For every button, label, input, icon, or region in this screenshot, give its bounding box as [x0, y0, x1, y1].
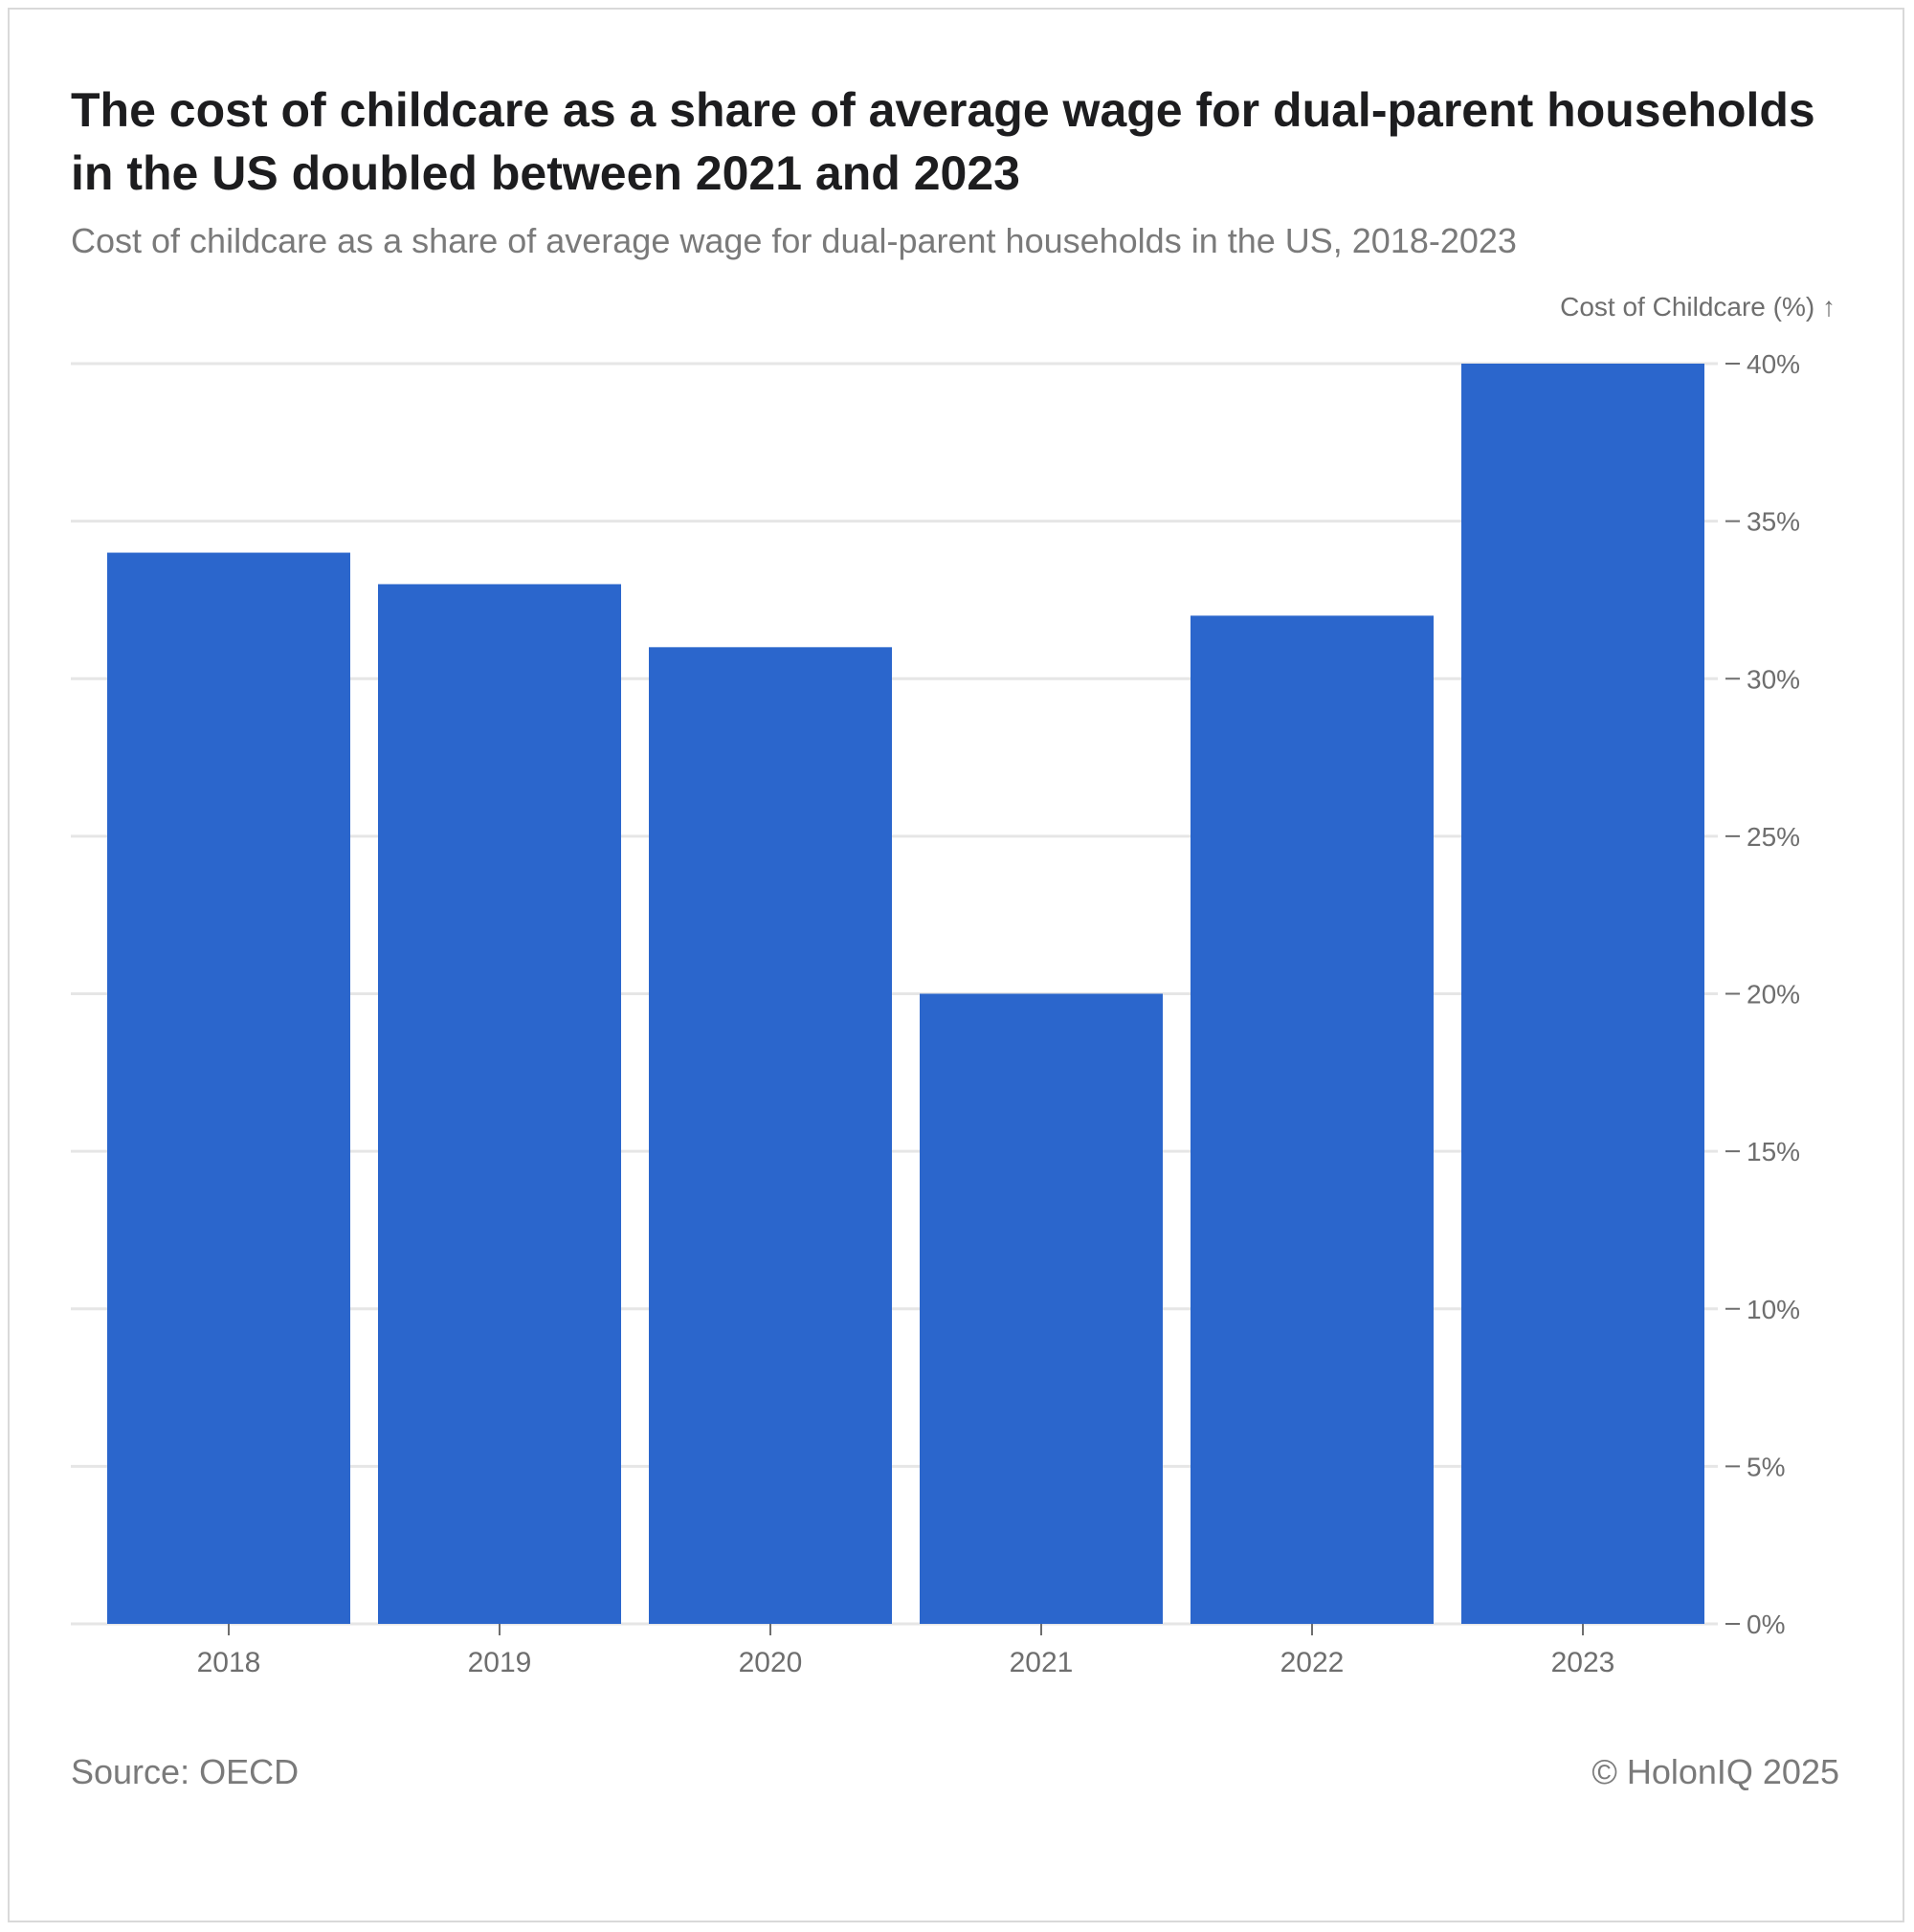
x-tick-label: 2019 [468, 1647, 532, 1678]
bar-2023 [1461, 364, 1704, 1624]
chart-title: The cost of childcare as a share of aver… [71, 83, 1815, 200]
copyright-note: © HolonIQ 2025 [1591, 1752, 1839, 1791]
x-tick-label: 2021 [1010, 1647, 1074, 1678]
chart-subtitle: Cost of childcare as a share of average … [71, 221, 1517, 260]
x-tick-label: 2023 [1551, 1647, 1615, 1678]
bar-2021 [920, 993, 1163, 1624]
bar-2019 [378, 584, 621, 1624]
x-tick-label: 2018 [197, 1647, 261, 1678]
y-tick-label: 30% [1747, 664, 1800, 694]
y-tick-label: 5% [1747, 1452, 1785, 1481]
y-tick-label: 10% [1747, 1295, 1800, 1324]
bar-2018 [107, 552, 350, 1624]
y-tick-label: 0% [1747, 1610, 1785, 1639]
source-note: Source: OECD [71, 1752, 300, 1791]
y-axis-label: Cost of Childcare (%) ↑ [1560, 292, 1836, 322]
bars [107, 364, 1704, 1624]
y-tick-label: 25% [1747, 822, 1800, 852]
y-tick-label: 15% [1747, 1137, 1800, 1166]
x-tick-label: 2020 [739, 1647, 803, 1678]
bar-2022 [1191, 615, 1434, 1624]
axes: 0% 5% 10% 15% 20% 25% 30% 35% 40% Cost of Childca… [197, 292, 1836, 1678]
bar-chart: 0% 5% 10% 15% 20% 25% 30% 35% 40% Cost of Childca… [71, 292, 1836, 1678]
y-tick-label: 35% [1747, 507, 1800, 537]
x-tick-label: 2022 [1280, 1647, 1345, 1678]
bar-2020 [649, 647, 892, 1624]
y-tick-label: 40% [1747, 349, 1800, 379]
y-tick-label: 20% [1747, 980, 1800, 1010]
chart-card: The cost of childcare as a share of aver… [8, 8, 1904, 1922]
